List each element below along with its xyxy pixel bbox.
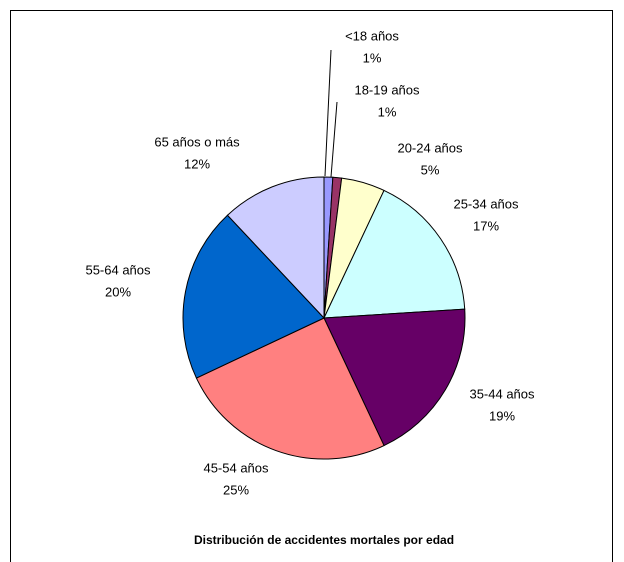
slice-label: 25-34 años [453,196,519,211]
leader-line [324,49,332,177]
slice-label: 20-24 años [397,140,463,155]
slice-value-label: 19% [489,408,515,423]
slice-value-label: 1% [363,50,382,65]
slice-label: 65 años o más [154,134,240,149]
pie-slice [182,214,325,379]
slice-label: <18 años [345,28,399,43]
slice-label: 55-64 años [85,262,151,277]
chart-frame [10,10,613,562]
pie-slice [195,317,385,460]
slice-value-label: 25% [223,482,249,497]
slice-value-label: 5% [421,162,440,177]
slice-value-label: 17% [473,218,499,233]
leader-line [330,101,338,178]
slice-label: 35-44 años [469,386,535,401]
chart-title: Distribución de accidentes mortales por … [194,533,454,547]
pie-slice [323,308,466,447]
slice-label: 18-19 años [354,82,420,97]
pie [182,176,466,460]
pie-slice [323,189,466,319]
slice-value-label: 20% [105,284,131,299]
slice-value-label: 12% [184,156,210,171]
slice-value-label: 1% [378,104,397,119]
slice-label: 45-54 años [203,460,269,475]
pie-slice [226,176,325,320]
